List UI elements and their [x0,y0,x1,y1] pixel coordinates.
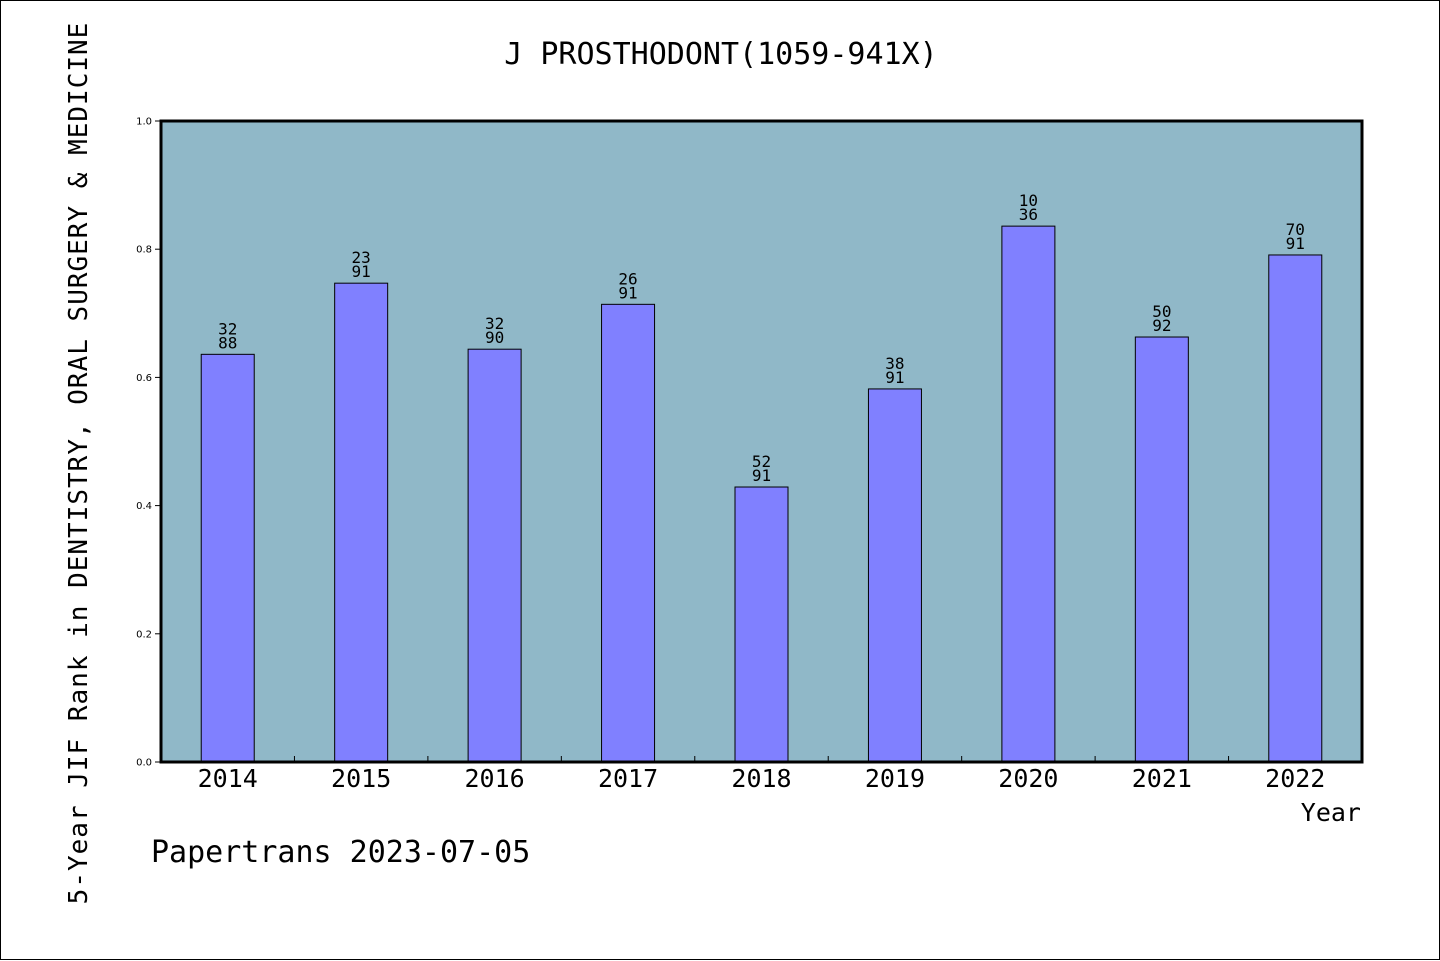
bar-label-total: 91 [885,368,904,387]
bar [1134,336,1189,763]
bar [334,282,389,763]
x-axis-label: Year [1301,798,1361,827]
bar-label-total: 88 [218,333,237,352]
x-tick-label: 2016 [465,764,525,793]
bar [601,303,656,763]
bar-label-total: 90 [485,328,504,347]
bar-label-rank: 52 [752,452,771,471]
bar [1268,254,1323,763]
x-tick-label: 2022 [1265,764,1325,793]
bar-label-total: 91 [752,466,771,485]
x-tick-label: 2014 [198,764,258,793]
bar [734,486,789,763]
bar [867,388,922,763]
bar-label-total: 91 [1286,234,1305,253]
y-tick-label: 1.0 [136,117,152,128]
bar [200,353,255,763]
bar-label-rank: 26 [618,269,637,288]
bar-label-total: 36 [1019,205,1038,224]
y-tick-label: 0.2 [136,629,152,640]
bar-label-total: 91 [618,283,637,302]
x-tick-label: 2018 [731,764,791,793]
bar-label-total: 91 [352,262,371,281]
plot-border [159,119,1364,764]
bar-label-rank: 32 [218,319,237,338]
bar-label-total: 92 [1152,316,1171,335]
bar-label-rank: 23 [352,248,371,267]
bar-label-rank: 10 [1019,191,1038,210]
watermark-text: Papertrans 2023-07-05 [151,835,531,870]
x-tick-label: 2021 [1132,764,1192,793]
y-tick-label: 0.8 [136,245,152,256]
x-tick-label: 2019 [865,764,925,793]
x-tick-label: 2015 [331,764,391,793]
chart-title: J PROSTHODONT(1059-941X) [504,37,938,72]
y-tick-label: 0.6 [136,373,152,384]
bar [467,348,522,763]
bar-label-rank: 32 [485,314,504,333]
bar-label-rank: 38 [885,354,904,373]
x-tick-label: 2017 [598,764,658,793]
y-tick-label: 0.4 [136,501,152,512]
bar-label-rank: 70 [1286,220,1305,239]
y-tick-label: 0.0 [136,758,152,769]
x-tick-label: 2020 [998,764,1058,793]
bar-label-rank: 50 [1152,302,1171,321]
bar [1001,225,1056,763]
